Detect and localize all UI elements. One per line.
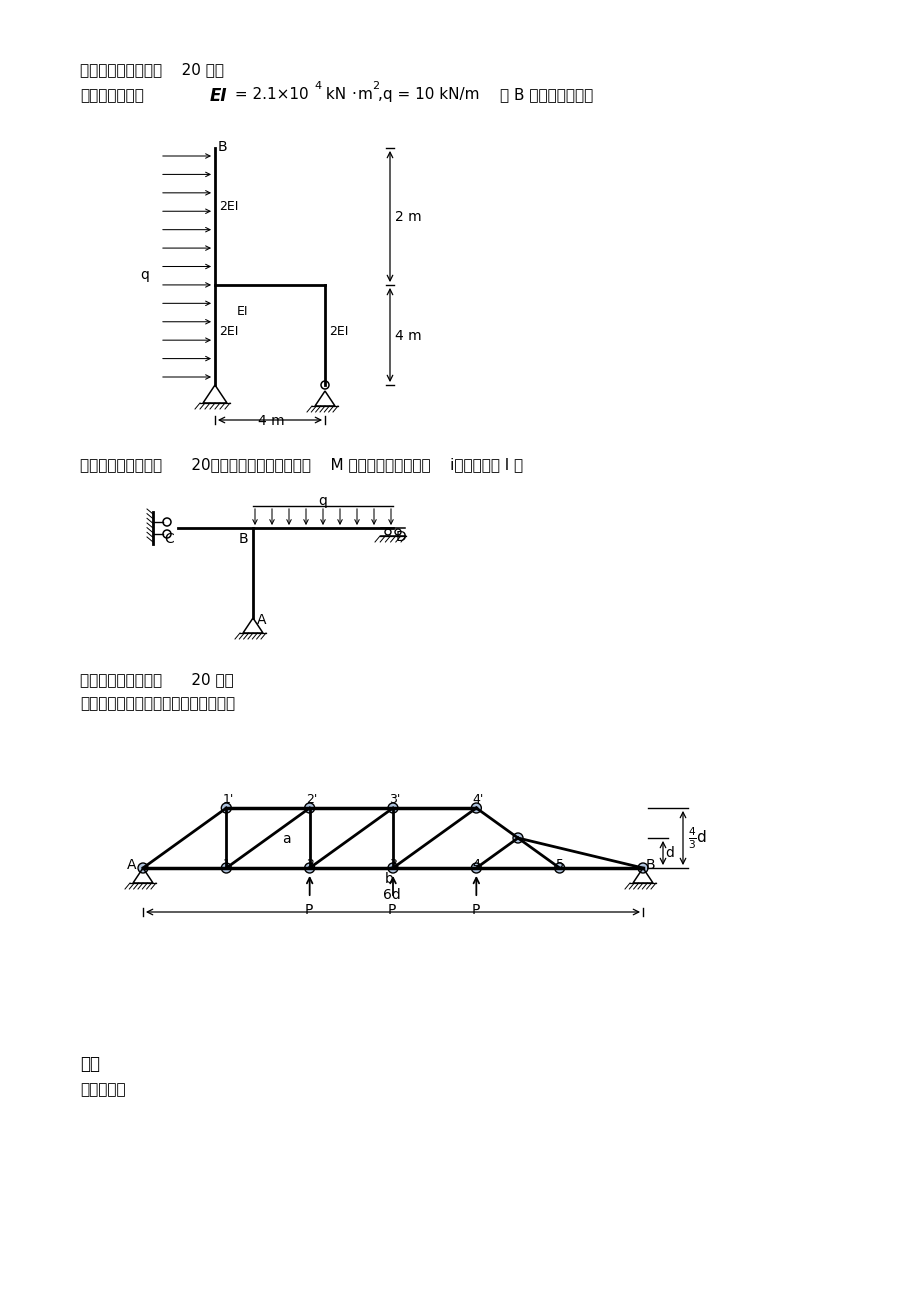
- Text: P: P: [304, 903, 312, 917]
- Text: 2EI: 2EI: [219, 324, 238, 337]
- Circle shape: [221, 803, 231, 813]
- Text: 2': 2': [305, 794, 317, 807]
- Text: ·: ·: [351, 87, 356, 102]
- Text: 6d: 6d: [382, 889, 401, 902]
- Circle shape: [471, 863, 481, 873]
- Text: 答案: 答案: [80, 1055, 100, 1072]
- Text: 已知图示结构，: 已知图示结构，: [80, 89, 143, 103]
- Text: B: B: [218, 139, 227, 154]
- Text: q: q: [140, 268, 149, 281]
- Text: ,q = 10 kN/m: ,q = 10 kN/m: [378, 87, 479, 102]
- Text: 2 m: 2 m: [394, 210, 421, 224]
- Text: 4 m: 4 m: [257, 414, 284, 427]
- Circle shape: [138, 863, 148, 873]
- Text: EI: EI: [210, 87, 227, 106]
- Text: C: C: [164, 532, 174, 546]
- Circle shape: [513, 833, 522, 843]
- Circle shape: [554, 863, 564, 873]
- Text: 3: 3: [389, 857, 396, 870]
- Text: B: B: [645, 857, 655, 872]
- Text: EI: EI: [237, 305, 248, 318]
- Circle shape: [388, 803, 398, 813]
- Text: 1: 1: [222, 857, 230, 870]
- Circle shape: [163, 519, 171, 526]
- Text: 4: 4: [471, 857, 480, 870]
- Text: 六、计算题（本大题      20分）用位移法作图示结构    M 图，各杆线刚度均为    i，各杆长为 l 。: 六、计算题（本大题 20分）用位移法作图示结构 M 图，各杆线刚度均为 i，各杆…: [80, 457, 523, 472]
- Text: 4': 4': [471, 794, 483, 807]
- Text: A: A: [256, 612, 267, 627]
- Text: 五、计算题（本大题    20 分）: 五、计算题（本大题 20 分）: [80, 63, 223, 77]
- Text: 2EI: 2EI: [329, 324, 348, 337]
- Circle shape: [163, 530, 171, 538]
- Circle shape: [221, 863, 231, 873]
- Text: 3': 3': [389, 794, 400, 807]
- Text: 4: 4: [313, 81, 321, 91]
- Text: B: B: [239, 532, 248, 546]
- Text: d: d: [664, 846, 673, 860]
- Text: A: A: [127, 857, 136, 872]
- Text: $\frac{4}{3}$d: $\frac{4}{3}$d: [687, 825, 707, 851]
- Text: 4 m: 4 m: [394, 328, 421, 343]
- Text: 2: 2: [371, 81, 379, 91]
- Text: P: P: [388, 903, 396, 917]
- Text: q: q: [318, 494, 326, 508]
- Text: m: m: [357, 87, 372, 102]
- Text: 2: 2: [305, 857, 313, 870]
- Text: P: P: [471, 903, 479, 917]
- Text: 2EI: 2EI: [219, 199, 238, 212]
- Text: a: a: [281, 833, 290, 846]
- Text: = 2.1×10: = 2.1×10: [230, 87, 308, 102]
- Circle shape: [471, 803, 481, 813]
- Text: D: D: [395, 530, 406, 543]
- Text: kN: kN: [321, 87, 346, 102]
- Circle shape: [637, 863, 647, 873]
- Text: 求图示平面桁架结构中指定杆件的内力: 求图示平面桁架结构中指定杆件的内力: [80, 696, 235, 711]
- Text: b: b: [384, 872, 393, 886]
- Text: 1': 1': [222, 794, 233, 807]
- Circle shape: [388, 863, 398, 873]
- Circle shape: [304, 863, 314, 873]
- Text: 求 B 点的水平位移。: 求 B 点的水平位移。: [499, 87, 593, 102]
- Text: 一、是非题: 一、是非题: [80, 1081, 126, 1097]
- Text: 5: 5: [555, 857, 563, 870]
- Text: 七、计算题（本大题      20 分）: 七、计算题（本大题 20 分）: [80, 672, 233, 687]
- Circle shape: [304, 803, 314, 813]
